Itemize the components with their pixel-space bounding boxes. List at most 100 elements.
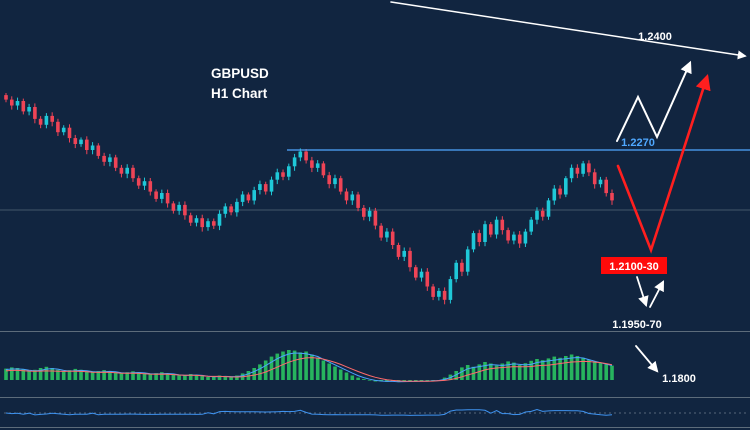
candle-body	[610, 193, 614, 201]
macd-bar	[269, 356, 274, 380]
candle-body	[212, 221, 216, 226]
macd-bar	[540, 360, 545, 380]
candle-body	[125, 167, 129, 174]
red-path-arrow	[616, 74, 711, 254]
price-label-support-zone: 1.2100-30	[609, 261, 659, 273]
candle-body	[327, 175, 331, 185]
candle-body	[431, 286, 435, 297]
symbol-label: GBPUSD	[211, 66, 269, 81]
macd-bar	[56, 369, 60, 380]
candle-body	[338, 178, 343, 192]
macd-bar	[108, 371, 112, 380]
macd-bar	[512, 362, 516, 380]
macd-bar	[131, 371, 135, 380]
price-annotations: 1.2400 1.2270 1.2100-30 1.1950-70 1.1800	[601, 31, 696, 385]
candle-body	[333, 178, 337, 185]
candle-body	[494, 219, 499, 235]
candle-body	[235, 201, 239, 213]
candle-body	[390, 231, 395, 245]
macd-bar	[10, 367, 14, 380]
candle-body	[414, 267, 418, 278]
candle-body	[50, 115, 54, 122]
candle-body	[592, 172, 597, 185]
candle-body	[240, 194, 245, 202]
price-label-target-2400: 1.2400	[638, 31, 672, 43]
candle-body	[558, 188, 562, 195]
macd-bar	[33, 369, 37, 380]
candle-body	[113, 157, 118, 168]
candle-body	[206, 221, 210, 228]
macd-bar	[356, 377, 360, 380]
macd-bar	[21, 369, 26, 380]
candle-body	[454, 262, 458, 280]
macd-bar	[258, 364, 262, 380]
candle-body	[564, 178, 568, 195]
macd-bar	[592, 361, 597, 380]
macd-bar	[113, 372, 118, 380]
macd-bar	[604, 364, 608, 380]
macd-bar	[298, 352, 303, 380]
candle-body	[419, 271, 424, 278]
macd-bar	[315, 357, 320, 380]
macd-bar	[610, 365, 614, 380]
macd-bar	[61, 371, 66, 380]
macd-bar	[523, 363, 528, 380]
macd-bar	[67, 370, 72, 380]
macd-bar	[517, 365, 522, 380]
macd-bar	[327, 363, 331, 380]
macd-bar	[304, 351, 308, 380]
candle-body	[183, 204, 187, 216]
macd-bar	[125, 372, 129, 380]
macd-bar	[217, 375, 222, 380]
candle-body	[385, 231, 389, 238]
candle-body	[362, 207, 366, 217]
macd-bar	[229, 377, 233, 380]
projection-arrows	[390, 1, 747, 373]
candle-body	[396, 245, 401, 257]
candle-body	[15, 101, 20, 106]
candle-body	[321, 163, 326, 176]
candle-body	[73, 138, 78, 144]
candle-body	[108, 157, 112, 162]
candle-body	[194, 218, 199, 223]
candle-body	[471, 233, 476, 250]
macd-bar	[344, 372, 349, 380]
candle-body	[136, 178, 141, 186]
macd-bar	[142, 373, 147, 380]
macd-bar	[212, 376, 216, 380]
candle-body	[79, 139, 83, 145]
macd-bar	[477, 364, 482, 380]
candle-body	[61, 127, 66, 133]
candle-body	[540, 210, 545, 217]
macd-bar	[321, 360, 326, 380]
macd-bar	[38, 368, 43, 380]
candle-body	[408, 250, 412, 268]
macd-bar	[73, 368, 78, 380]
candle-body	[575, 167, 580, 174]
candle-body	[477, 233, 482, 242]
candle-body	[44, 115, 49, 125]
macd-bar	[465, 365, 470, 380]
timeframe-label: H1 Chart	[211, 86, 268, 101]
macd-bar	[171, 374, 176, 380]
candle-body	[269, 179, 274, 192]
macd-bar	[160, 372, 164, 380]
candle-body	[160, 193, 164, 199]
candle-body	[529, 219, 533, 232]
macd-histogram-panel	[4, 350, 614, 383]
macd-bar	[15, 368, 20, 380]
candle-body	[10, 99, 14, 106]
candle-body	[90, 145, 95, 150]
candle-body	[38, 118, 43, 125]
candle-body	[275, 172, 280, 180]
macd-bar	[85, 371, 89, 380]
macd-bar	[102, 370, 106, 380]
candle-body	[258, 184, 262, 190]
macd-bar	[90, 371, 95, 380]
candle-body	[177, 204, 181, 211]
macd-bar	[575, 356, 580, 380]
candle-body	[465, 249, 470, 272]
candle-body	[102, 155, 106, 162]
macd-bar	[281, 351, 285, 380]
